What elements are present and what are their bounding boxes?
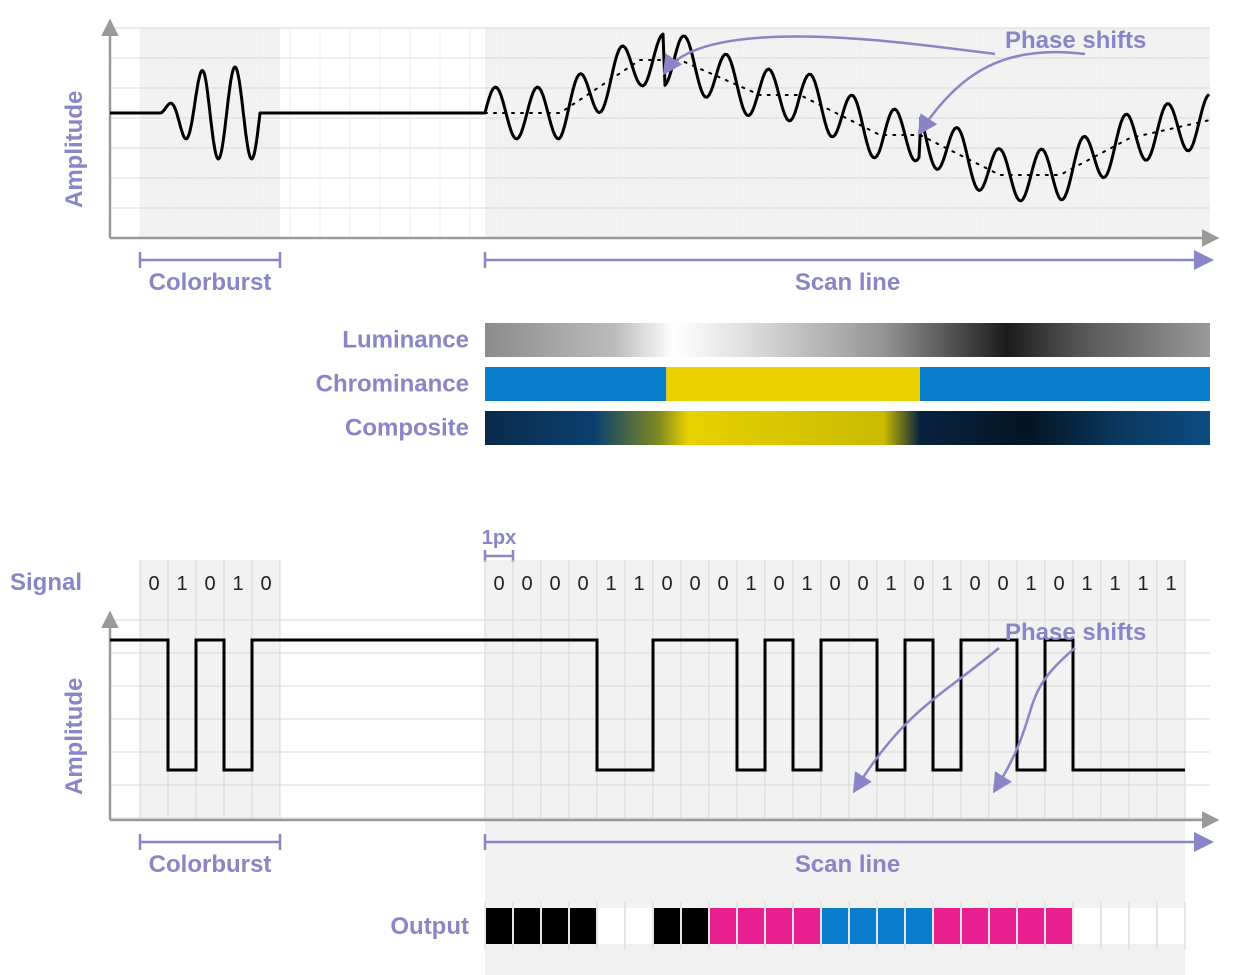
signal-digit: 1 [941, 573, 952, 595]
output-cell [822, 908, 848, 944]
signal-digit: 1 [633, 573, 644, 595]
output-cell [962, 908, 988, 944]
output-cell [514, 908, 540, 944]
output-cell [1158, 908, 1184, 944]
output-cell [1102, 908, 1128, 944]
output-cell [486, 908, 512, 944]
colorburst-label-2: Colorburst [149, 851, 272, 878]
scan-line-label-2: Scan line [795, 851, 900, 878]
upper-chart: Amplitude Phase shifts Colorburst Scan line [61, 22, 1216, 296]
scan-line-label: Scan line [795, 269, 900, 296]
signal-digit: 1 [885, 573, 896, 595]
signal-label: Signal [10, 569, 82, 596]
colorburst-label: Colorburst [149, 269, 272, 296]
signal-digit: 0 [829, 573, 840, 595]
one-px-label: 1px [482, 527, 516, 549]
signal-digit: 1 [1081, 573, 1092, 595]
lower-chart: Signal1px010100000110001010010100101111A… [10, 527, 1216, 975]
signal-digit: 0 [577, 573, 588, 595]
signal-digit: 0 [717, 573, 728, 595]
signal-digit: 0 [1053, 573, 1064, 595]
chrominance-seg [666, 367, 920, 401]
signal-digit: 0 [857, 573, 868, 595]
signal-digit: 0 [997, 573, 1008, 595]
signal-digit: 0 [969, 573, 980, 595]
signal-digit: 0 [773, 573, 784, 595]
luminance-label: Luminance [342, 326, 469, 353]
output-cell [1130, 908, 1156, 944]
output-cell [710, 908, 736, 944]
output-cell [850, 908, 876, 944]
composite-label: Composite [345, 414, 469, 441]
chrominance-label: Chrominance [316, 370, 469, 397]
signal-digit: 1 [745, 573, 756, 595]
signal-digit: 0 [689, 573, 700, 595]
output-cell [738, 908, 764, 944]
signal-digit: 0 [521, 573, 532, 595]
output-cell [654, 908, 680, 944]
signal-digit: 0 [661, 573, 672, 595]
signal-digit: 0 [260, 573, 271, 595]
output-cell [990, 908, 1016, 944]
signal-digit: 1 [1165, 573, 1176, 595]
output-cell [542, 908, 568, 944]
output-cell [878, 908, 904, 944]
output-cell [598, 908, 624, 944]
output-cell [794, 908, 820, 944]
chrominance-seg [485, 367, 666, 401]
output-cell [682, 908, 708, 944]
output-cell [934, 908, 960, 944]
signal-digit: 0 [493, 573, 504, 595]
signal-digit: 0 [549, 573, 560, 595]
signal-digit: 1 [605, 573, 616, 595]
signal-digit: 0 [204, 573, 215, 595]
signal-digit: 0 [148, 573, 159, 595]
phase-shifts-label: Phase shifts [1005, 27, 1146, 54]
output-cell [626, 908, 652, 944]
output-cell [766, 908, 792, 944]
output-cell [570, 908, 596, 944]
phase-shifts-label-2: Phase shifts [1005, 619, 1146, 646]
chrominance-seg [920, 367, 1210, 401]
output-label: Output [390, 913, 469, 940]
signal-digit: 1 [232, 573, 243, 595]
signal-digit: 1 [801, 573, 812, 595]
signal-digit: 1 [1109, 573, 1120, 595]
signal-digit: 0 [913, 573, 924, 595]
signal-digit: 1 [1137, 573, 1148, 595]
signal-digit: 1 [176, 573, 187, 595]
luminance-bar [485, 323, 1210, 357]
diagram-svg: Amplitude Phase shifts Colorburst Scan line… [0, 0, 1240, 975]
signal-digit: 1 [1025, 573, 1036, 595]
color-bars: Luminance Chrominance Composite [316, 323, 1210, 445]
output-cell [906, 908, 932, 944]
composite-bar [485, 411, 1210, 445]
amplitude-label-2: Amplitude [61, 678, 88, 795]
output-cell [1046, 908, 1072, 944]
output-cell [1074, 908, 1100, 944]
output-cell [1018, 908, 1044, 944]
amplitude-label: Amplitude [61, 91, 88, 208]
